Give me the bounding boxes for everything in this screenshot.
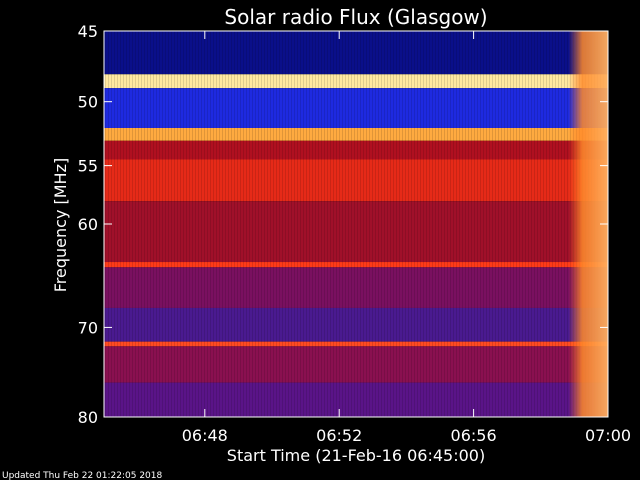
y-tick-label: 45 <box>78 22 98 41</box>
axes: 45 50 55 60 70 80 06:48 06:52 06:56 07:00 <box>78 22 631 445</box>
plot-area <box>104 31 608 417</box>
y-tick-label: 80 <box>78 408 98 427</box>
y-tick-label: 55 <box>78 157 98 176</box>
x-tick-label: 06:52 <box>316 426 362 445</box>
x-axis-label: Start Time (21-Feb-16 06:45:00) <box>227 446 485 465</box>
x-tick-label: 06:48 <box>182 426 228 445</box>
y-tick-label: 60 <box>78 215 98 234</box>
y-tick-label: 50 <box>78 93 98 112</box>
y-axis-label: Frequency [MHz] <box>51 158 70 292</box>
x-tick-label: 07:00 <box>585 426 631 445</box>
updated-footer: Updated Thu Feb 22 01:22:05 2018 <box>2 471 163 480</box>
y-tick-label: 70 <box>78 318 98 337</box>
texture-overlay <box>104 31 608 417</box>
x-tick-label: 06:56 <box>451 426 497 445</box>
chart-title: Solar radio Flux (Glasgow) <box>224 5 487 29</box>
